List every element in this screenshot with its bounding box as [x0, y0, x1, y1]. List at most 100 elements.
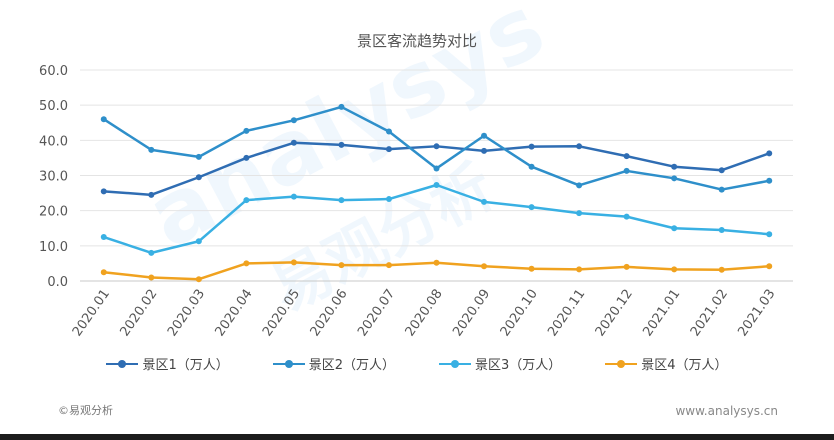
series-2-point: [528, 163, 535, 170]
series-2-point: [671, 175, 678, 182]
series-3-point: [718, 227, 725, 234]
footer-website: www.analysys.cn: [675, 404, 778, 418]
y-tick-label: 10.0: [39, 240, 68, 255]
series-3-point: [481, 198, 488, 205]
series-4-point: [195, 276, 202, 283]
series-4-point: [671, 266, 678, 273]
y-tick-label: 0.0: [47, 275, 68, 290]
series-4-point: [338, 262, 345, 269]
y-tick-label: 40.0: [39, 134, 68, 149]
series-2-point: [148, 146, 155, 153]
series-line-3: [103, 183, 770, 255]
series-3-point: [195, 238, 202, 245]
series-3-point: [338, 197, 345, 204]
x-tick-label: 2020.01: [70, 287, 113, 340]
series-4-point: [481, 263, 488, 270]
x-tick-label: 2020.11: [545, 287, 588, 340]
series-1-point: [671, 163, 678, 170]
series-1-point: [148, 191, 155, 198]
x-tick-label: 2020.06: [308, 287, 351, 340]
series-3-point: [671, 225, 678, 232]
series-4-point: [385, 262, 392, 269]
series-2-point: [385, 128, 392, 135]
x-tick-label: 2020.03: [165, 287, 208, 340]
series-4-point: [148, 274, 155, 281]
chart-legend: 景区1（万人） 景区2（万人） 景区3（万人） 景区4（万人）: [0, 354, 834, 373]
series-4-point: [100, 269, 107, 276]
x-tick-label: 2020.02: [117, 287, 160, 340]
y-tick-label: 50.0: [39, 99, 68, 114]
series-2-point: [100, 116, 107, 123]
y-tick-label: 60.0: [39, 64, 68, 79]
series-2-point: [195, 153, 202, 160]
series-3-point: [385, 196, 392, 203]
series-4-point: [528, 265, 535, 272]
series-3-point: [766, 231, 773, 238]
x-tick-label: 2021.03: [735, 287, 778, 340]
legend-label: 景区2（万人）: [308, 358, 395, 373]
series-1-point: [195, 174, 202, 181]
x-tick-label: 2021.01: [640, 287, 683, 340]
series-2-point: [338, 103, 345, 110]
series-1-point: [528, 143, 535, 150]
series-2-point: [766, 177, 773, 184]
series-3-point: [623, 213, 630, 220]
series-1-point: [481, 147, 488, 154]
series-3-point: [290, 193, 297, 200]
series-2-point: [623, 167, 630, 174]
x-tick-label: 2020.07: [355, 287, 398, 340]
series-4-point: [623, 263, 630, 270]
series-4-point: [290, 259, 297, 266]
y-tick-label: 30.0: [39, 170, 68, 185]
legend-item-3: 景区3（万人）: [439, 354, 561, 373]
series-4-point: [718, 266, 725, 273]
series-1-point: [766, 150, 773, 157]
series-4-point: [766, 263, 773, 270]
footer-copyright: ©易观分析: [58, 404, 113, 417]
series-1-point: [433, 143, 440, 150]
series-4-point: [576, 266, 583, 273]
series-3-point: [576, 210, 583, 217]
legend-swatch: [106, 359, 139, 369]
series-4-point: [243, 260, 250, 267]
legend-item-2: 景区2（万人）: [272, 354, 395, 373]
x-tick-label: 2021.02: [688, 287, 731, 340]
series-1-point: [100, 188, 107, 195]
series-2-point: [576, 182, 583, 189]
legend-label: 景区4（万人）: [641, 358, 728, 373]
series-3-point: [100, 234, 107, 241]
legend-label: 景区3（万人）: [475, 358, 562, 373]
x-tick-label: 2020.10: [498, 287, 541, 340]
x-tick-label: 2020.12: [593, 287, 636, 340]
series-3-point: [528, 204, 535, 211]
legend-label: 景区1（万人）: [142, 358, 229, 373]
series-1-point: [576, 143, 583, 150]
series-1-point: [623, 153, 630, 160]
series-3-point: [433, 181, 440, 188]
series-1-point: [338, 141, 345, 148]
series-1-point: [290, 139, 297, 146]
series-1-point: [243, 154, 250, 161]
series-1-point: [718, 167, 725, 174]
legend-item-1: 景区1（万人）: [106, 354, 229, 373]
series-3-point: [243, 197, 250, 204]
series-3-point: [148, 249, 155, 256]
x-tick-label: 2020.05: [260, 287, 303, 340]
series-2-point: [290, 117, 297, 124]
x-tick-label: 2020.04: [213, 287, 256, 340]
legend-swatch: [272, 359, 305, 369]
x-tick-label: 2020.08: [403, 287, 446, 340]
series-1-point: [385, 146, 392, 153]
legend-swatch: [439, 359, 471, 369]
series-4-point: [433, 259, 440, 266]
series-2-point: [433, 165, 440, 172]
series-2-point: [718, 186, 725, 193]
series-2-point: [243, 127, 250, 134]
legend-item-4: 景区4（万人）: [605, 354, 728, 373]
legend-swatch: [605, 359, 638, 369]
chart-title: 景区客流趋势对比: [356, 32, 477, 50]
series-2-point: [481, 132, 488, 139]
x-tick-label: 2020.09: [450, 287, 493, 340]
